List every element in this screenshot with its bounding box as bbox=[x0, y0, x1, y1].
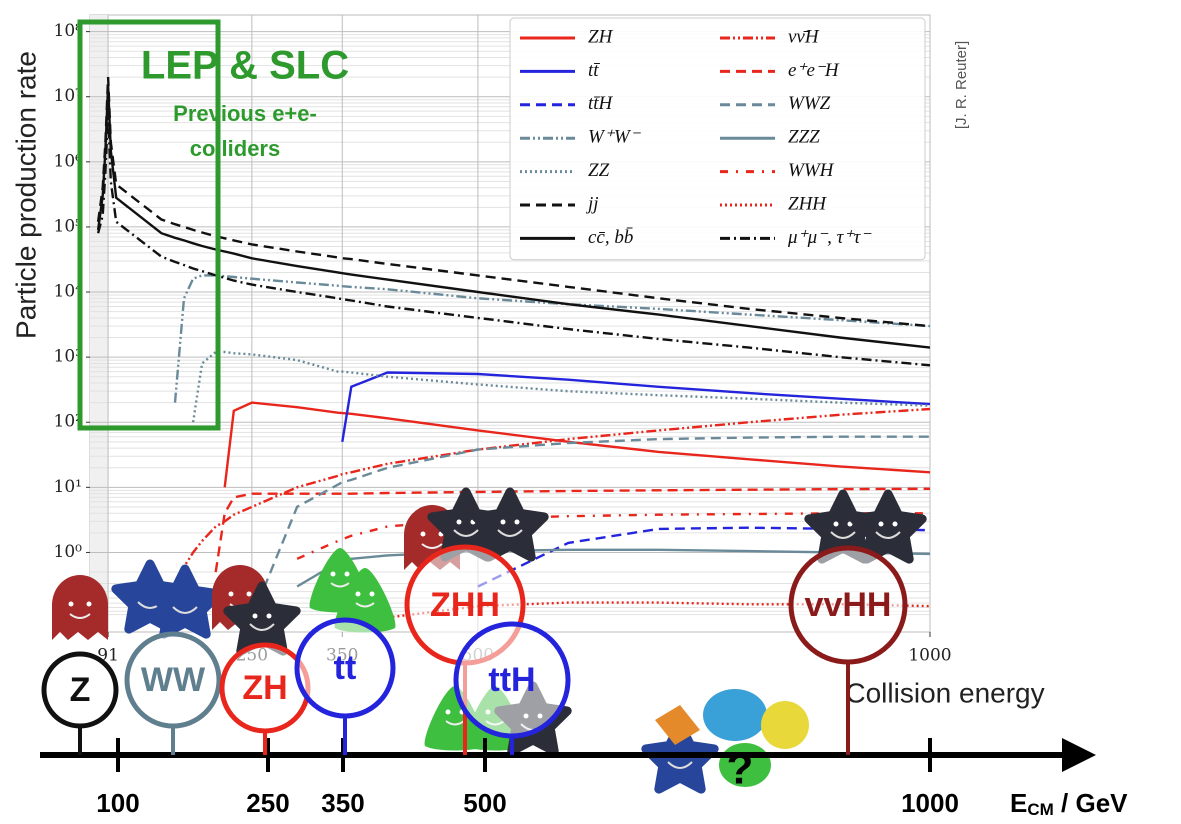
mascot bbox=[655, 705, 700, 745]
y-tick-label: 10⁰ bbox=[54, 542, 83, 562]
y-tick-label: 10³ bbox=[54, 347, 82, 367]
collider-ring bbox=[788, 545, 908, 665]
collider-label: tt bbox=[334, 649, 357, 687]
legend-label: ZZ bbox=[588, 160, 610, 181]
series-line bbox=[96, 111, 930, 367]
legend-label: WWZ bbox=[788, 93, 831, 114]
legend-box bbox=[509, 17, 926, 261]
credit: [J. R. Reuter] bbox=[953, 41, 970, 129]
lep-subtitle: Previous e+e- bbox=[173, 101, 317, 126]
legend-label: tt̄H bbox=[588, 93, 614, 114]
series-line bbox=[223, 401, 930, 488]
lep-box bbox=[77, 19, 221, 431]
energy-tick-label: 500 bbox=[463, 788, 506, 818]
x-axis-label: Collision energy bbox=[845, 677, 1044, 708]
collider-label: ZHH bbox=[430, 586, 500, 624]
y-tick-label: 10² bbox=[54, 412, 82, 432]
energy-tick-label: 100 bbox=[96, 788, 139, 818]
collider-label: ZH bbox=[242, 669, 287, 707]
legend-label: ZHH bbox=[788, 193, 827, 214]
legend-label: νν̄H bbox=[788, 26, 820, 47]
y-axis-label: Particle production rate bbox=[10, 51, 41, 339]
lep-title: LEP & SLC bbox=[141, 44, 349, 88]
energy-tick-label: 1000 bbox=[901, 788, 959, 818]
collider-label: WW bbox=[141, 661, 206, 699]
energy-unit-main: E bbox=[1010, 788, 1027, 818]
lep-subtitle: colliders bbox=[190, 136, 280, 161]
mascot bbox=[761, 701, 809, 749]
pre-z-region bbox=[90, 15, 109, 632]
y-tick-label: 10⁶ bbox=[54, 151, 83, 171]
energy-unit-sub: CM bbox=[1027, 800, 1053, 819]
legend-label: W⁺W⁻ bbox=[588, 127, 642, 148]
series-line bbox=[96, 85, 930, 349]
collider-ring bbox=[41, 651, 119, 729]
legend-label: jj bbox=[585, 193, 599, 214]
legend-label: ZH bbox=[588, 26, 614, 47]
y-tick-label: 10⁴ bbox=[54, 282, 83, 302]
energy-unit-rest: / GeV bbox=[1054, 788, 1128, 818]
series-line bbox=[173, 274, 930, 403]
collider-ring bbox=[294, 617, 396, 719]
energy-tick-label: 250 bbox=[246, 788, 289, 818]
series-line bbox=[160, 407, 930, 619]
legend-label: e⁺e⁻H bbox=[788, 60, 840, 81]
x-tick-label: 1000 bbox=[908, 646, 951, 666]
collider-label: ttH bbox=[488, 661, 535, 699]
energy-axis-arrow bbox=[1062, 738, 1096, 772]
legend-label: WWH bbox=[788, 160, 835, 181]
series-line bbox=[341, 371, 930, 442]
series-line bbox=[191, 350, 930, 423]
y-tick-label: 10⁵ bbox=[54, 216, 83, 236]
collider-ring bbox=[453, 621, 571, 739]
energy-axis: 100 250 350 500 1000 Z WW ZH tt ZHH ttH vvHH bbox=[40, 544, 1096, 818]
energy-tick-label: 350 bbox=[321, 788, 364, 818]
collider-label: vvHH bbox=[805, 586, 892, 624]
collider-ring bbox=[124, 631, 222, 729]
y-tick-label: 10⁸ bbox=[54, 21, 83, 41]
legend-label: ZZZ bbox=[788, 127, 820, 148]
y-tick-label: 10¹ bbox=[54, 477, 82, 497]
legend-label: tt̄ bbox=[588, 60, 600, 81]
y-tick-label: 10⁷ bbox=[54, 86, 83, 106]
mascot bbox=[703, 689, 767, 741]
series-line bbox=[214, 487, 930, 573]
energy-unit: ECM / GeV bbox=[1010, 788, 1128, 820]
mascot bbox=[51, 574, 109, 641]
legend: ZH tt̄ tt̄H W⁺W⁻ ZZ jj cc̄, bb̄ νν̄H e⁺e⁻H WWZ ZZZ… bbox=[509, 17, 926, 261]
collider-label: Z bbox=[70, 671, 91, 709]
question-mark: ? bbox=[727, 745, 754, 794]
legend-label: μ⁺μ⁻, τ⁺τ⁻ bbox=[787, 227, 872, 248]
series-line bbox=[250, 435, 930, 619]
legend-label: cc̄, bb̄ bbox=[588, 227, 633, 248]
